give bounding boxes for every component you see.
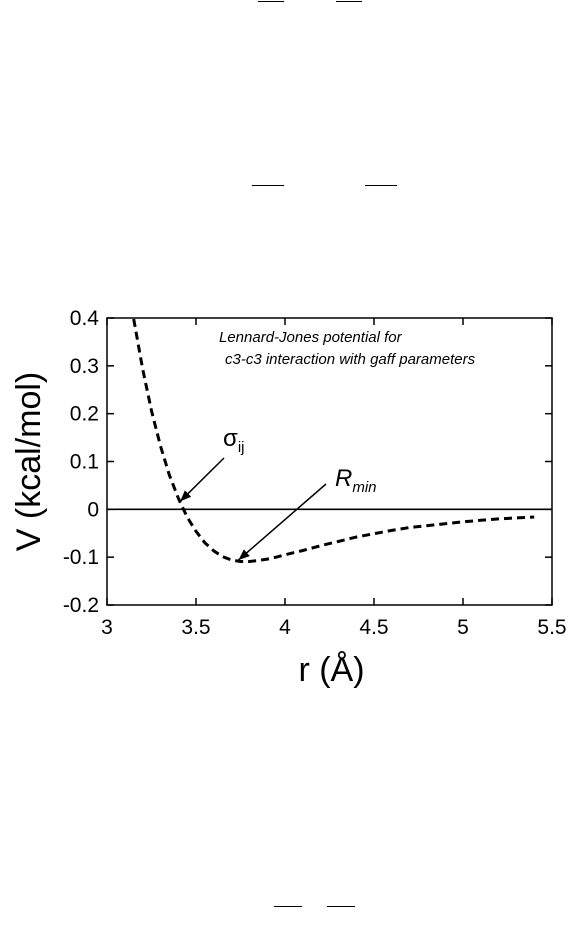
y-tick-label: 0.1 — [70, 451, 99, 474]
arrow-layer — [179, 457, 327, 561]
series-layer — [132, 318, 535, 563]
x-tick-label: 3.5 — [181, 616, 210, 639]
lj-potential-curve — [132, 318, 535, 563]
sigma-arrow — [179, 457, 225, 502]
y-tick-label: 0.4 — [70, 307, 100, 330]
sigma-subscript: ij — [238, 439, 245, 456]
equation-fraction-bar — [252, 185, 284, 186]
x-tick-label: 4 — [279, 616, 291, 639]
sigma-callout-label: σij — [223, 425, 244, 456]
y-tick-label: -0.1 — [63, 546, 99, 569]
rmin-callout-label: Rmin — [335, 465, 377, 496]
y-tick-label: 0 — [87, 498, 99, 521]
equation-fraction-bar — [336, 1, 362, 2]
rmin-subscript: min — [352, 479, 376, 496]
x-tick-label: 5 — [457, 616, 469, 639]
ticks-layer: 3 3.5 4 4.5 5 5.5 -0.2 -0.1 0 0.1 0.2 0.3 0.4 — [63, 307, 567, 639]
annotation-line-2: c3-c3 interaction with gaff parameters — [225, 351, 476, 368]
sigma-symbol: σ — [223, 425, 238, 452]
x-tick-label: 4.5 — [359, 616, 388, 639]
x-tick-label: 5.5 — [537, 616, 566, 639]
y-tick-label: 0.3 — [70, 355, 99, 378]
annotation-line-1: Lennard-Jones potential for — [219, 329, 403, 346]
equation-fraction-bar — [327, 906, 355, 907]
x-tick-label: 3 — [101, 616, 113, 639]
y-tick-label: 0.2 — [70, 403, 99, 426]
y-tick-label: -0.2 — [63, 594, 99, 617]
x-axis-title: r (Å) — [298, 651, 364, 689]
y-axis-title: V (kcal/mol) — [10, 372, 48, 551]
equation-fraction-bar — [274, 906, 302, 907]
rmin-arrow — [238, 483, 327, 561]
equation-fraction-bar — [258, 1, 284, 2]
rmin-symbol: R — [335, 465, 352, 492]
equation-fraction-bar — [365, 185, 397, 186]
